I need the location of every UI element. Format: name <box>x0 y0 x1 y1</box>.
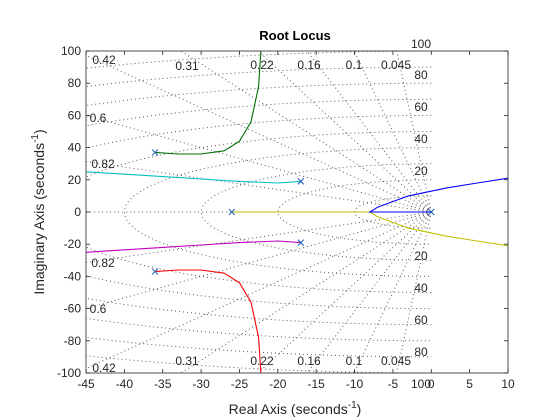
y-tick-label: 40 <box>68 141 82 155</box>
frequency-label: 60 <box>414 313 428 327</box>
damping-label: 0.22 <box>250 58 274 72</box>
x-tick-label: -40 <box>116 377 134 391</box>
damping-label: 0.16 <box>297 58 321 72</box>
y-tick-label: 80 <box>68 76 82 90</box>
damping-label: 0.045 <box>381 58 411 72</box>
x-tick-label: 10 <box>501 377 515 391</box>
frequency-label: 60 <box>414 100 428 114</box>
y-tick-label: -100 <box>57 366 81 380</box>
x-axis-label: Real Axis (seconds-1) <box>229 400 362 417</box>
y-tick-label: -20 <box>64 237 82 251</box>
damping-label: 0.6 <box>90 111 107 125</box>
frequency-label: 40 <box>414 132 428 146</box>
x-tick-label: -5 <box>388 377 399 391</box>
damping-label: 0.42 <box>92 53 116 67</box>
x-tick-label: -20 <box>269 377 287 391</box>
damping-label: 0.82 <box>91 256 115 270</box>
damping-label: 0.1 <box>346 354 363 368</box>
frequency-label: 80 <box>414 345 428 359</box>
damping-label: 0.31 <box>175 59 199 73</box>
frequency-label: 20 <box>414 164 428 178</box>
frequency-label: 20 <box>414 249 428 263</box>
y-tick-label: -40 <box>64 269 82 283</box>
chart-title: Root Locus <box>259 28 331 43</box>
damping-label: 0.31 <box>175 354 199 368</box>
x-tick-label: -30 <box>192 377 210 391</box>
x-tick-label: 5 <box>466 377 473 391</box>
frequency-label: 100 <box>411 37 431 51</box>
frequency-label: 80 <box>414 68 428 82</box>
damping-label: 0.82 <box>91 157 115 171</box>
frequency-label: 40 <box>414 281 428 295</box>
y-tick-label: 60 <box>68 108 82 122</box>
x-tick-label: -35 <box>154 377 172 391</box>
y-axis-label: Imaginary Axis (seconds-1) <box>30 129 47 294</box>
damping-label: 0.1 <box>346 58 363 72</box>
damping-label: 0.045 <box>381 354 411 368</box>
y-tick-label: 20 <box>68 173 82 187</box>
y-tick-label: -80 <box>64 334 82 348</box>
y-tick-label: 100 <box>61 44 81 58</box>
damping-label: 0.16 <box>297 354 321 368</box>
y-axis-label-text: Imaginary Axis (seconds <box>31 143 47 295</box>
x-axis-label-text: Real Axis (seconds <box>229 401 348 417</box>
damping-label: 0.6 <box>90 302 107 316</box>
damping-label: 0.22 <box>250 354 274 368</box>
x-tick-label: 0 <box>428 377 435 391</box>
x-tick-label: -10 <box>346 377 364 391</box>
x-tick-label: -15 <box>308 377 326 391</box>
y-tick-label: 0 <box>74 205 81 219</box>
x-tick-label: -25 <box>231 377 249 391</box>
y-tick-label: -60 <box>64 302 82 316</box>
